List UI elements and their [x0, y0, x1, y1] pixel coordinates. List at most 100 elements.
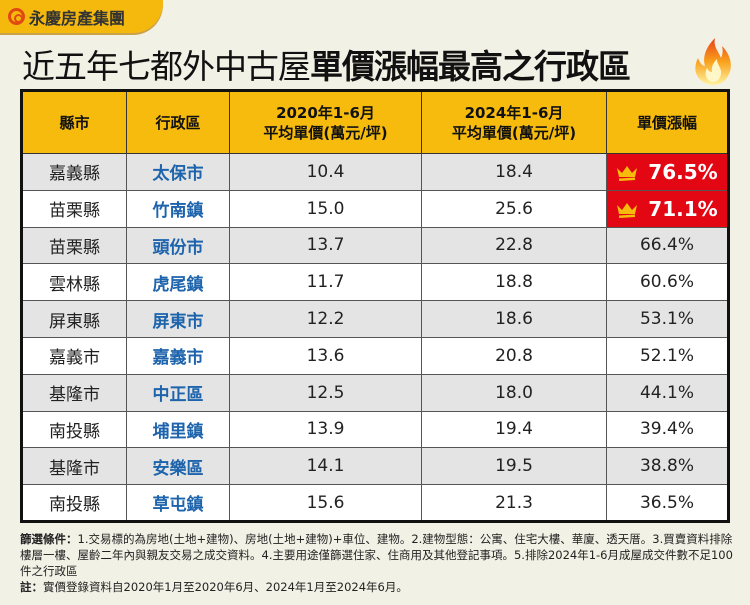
cell-district: 安樂區	[126, 447, 230, 486]
cell-district-value: 虎尾鎮	[152, 274, 204, 295]
cell-price-2020-value: 14.1	[306, 456, 345, 477]
cell-price-2020-value: 15.6	[306, 492, 345, 513]
cell-district: 埔里鎮	[126, 410, 230, 449]
cell-county: 嘉義縣	[21, 153, 127, 191]
table-row: 南投縣 草屯鎮 15.6 21.3 36.5%	[21, 484, 729, 522]
cell-price-2020-value: 12.5	[306, 382, 345, 403]
cell-rate-value: 76.5%	[648, 159, 718, 184]
crown-icon	[616, 199, 638, 218]
cell-rate: 38.8%	[606, 447, 729, 486]
cell-price-2020-value: 11.7	[306, 272, 345, 293]
cell-price-2024: 21.3	[421, 484, 607, 522]
cell-price-2020: 12.5	[229, 373, 422, 412]
cell-district-value: 屏東市	[152, 311, 204, 332]
cell-rate-value: 53.1%	[639, 309, 694, 330]
cell-district-value: 竹南鎮	[152, 201, 204, 222]
header-price-2020-unit: 平均單價(萬元/坪)	[263, 123, 388, 142]
cell-county: 苗栗縣	[21, 226, 127, 265]
cell-price-2024: 25.6	[421, 189, 607, 228]
cell-rate-value: 71.1%	[648, 196, 718, 221]
header-price-2024-period: 2024年1-6月	[464, 103, 564, 122]
price-growth-table: 縣市 行政區 2020年1-6月 平均單價(萬元/坪) 2024年1-6月 平均單價…	[20, 89, 730, 523]
cell-rate-value: 44.1%	[639, 382, 694, 403]
cell-district-value: 埔里鎮	[152, 421, 204, 442]
cell-price-2024-value: 18.0	[495, 382, 533, 403]
cell-district-value: 草屯鎮	[152, 495, 204, 516]
table-row: 基隆市 安樂區 14.1 19.5 38.8%	[21, 447, 729, 486]
cell-price-2024-value: 18.8	[495, 272, 533, 293]
cell-price-2020: 15.0	[229, 189, 422, 228]
cell-price-2024-value: 25.6	[495, 198, 533, 219]
cell-price-2020: 14.1	[229, 447, 422, 486]
cell-rate: 52.1%	[606, 336, 729, 375]
filter-label: 篩選條件：	[20, 532, 78, 546]
cell-price-2020-value: 15.0	[306, 198, 345, 219]
cell-district: 頭份市	[126, 226, 230, 265]
cell-price-2020: 13.6	[229, 336, 422, 375]
cell-price-2020: 10.4	[229, 153, 422, 191]
cell-rate: 60.6%	[606, 263, 729, 302]
table-row: 基隆市 中正區 12.5 18.0 44.1%	[21, 373, 729, 412]
brand-name: 永慶房產集團	[29, 8, 126, 28]
note-text: 實價登錄資料自2020年1月至2020年6月、2024年1月至2024年6月。	[43, 580, 408, 594]
cell-rate-value: 66.4%	[639, 235, 694, 256]
cell-price-2024-value: 20.8	[495, 345, 533, 366]
cell-price-2020: 12.2	[229, 300, 422, 338]
cell-county: 基隆市	[21, 373, 127, 412]
cell-price-2024: 18.6	[421, 300, 607, 338]
table-row: 屏東縣 屏東市 12.2 18.6 53.1%	[21, 300, 729, 338]
header-county: 縣市	[21, 90, 127, 154]
cell-district: 太保市	[126, 153, 230, 191]
cell-county-value: 南投縣	[49, 421, 100, 442]
cell-price-2020-value: 13.9	[306, 419, 345, 440]
cell-county: 苗栗縣	[21, 189, 127, 228]
cell-price-2024: 18.4	[421, 153, 607, 191]
cell-rate: 44.1%	[606, 373, 729, 412]
table-header-row: 縣市 行政區 2020年1-6月 平均單價(萬元/坪) 2024年1-6月 平均單價…	[21, 90, 729, 154]
header-price-2024: 2024年1-6月 平均單價(萬元/坪)	[421, 90, 607, 154]
cell-county: 南投縣	[21, 484, 127, 522]
cell-district-value: 太保市	[152, 164, 204, 185]
cell-county-value: 基隆市	[49, 458, 100, 479]
cell-rate-value: 60.6%	[639, 272, 694, 293]
cell-price-2024: 18.8	[421, 263, 607, 302]
cell-county-value: 嘉義市	[49, 348, 100, 369]
cell-county-value: 嘉義縣	[49, 164, 100, 185]
cell-price-2024-value: 19.5	[495, 456, 533, 477]
cell-price-2024-value: 18.6	[495, 309, 533, 330]
cell-price-2020-value: 10.4	[306, 161, 345, 182]
cell-rate-value: 39.4%	[639, 419, 694, 440]
table-row: 雲林縣 虎尾鎮 11.7 18.8 60.6%	[21, 263, 729, 302]
cell-county: 雲林縣	[21, 263, 127, 302]
cell-district: 中正區	[126, 373, 230, 412]
cell-district: 嘉義市	[126, 336, 230, 375]
footnotes: 篩選條件：1.交易標的為房地(土地+建物)、房地(土地+建物)+車位、建物。2.…	[20, 531, 735, 595]
cell-district: 草屯鎮	[126, 484, 230, 522]
cell-rate: 66.4%	[606, 226, 729, 265]
title-normal: 近五年七都外中古屋	[22, 47, 311, 86]
filter-text: 1.交易標的為房地(土地+建物)、房地(土地+建物)+車位、建物。2.建物型態：…	[20, 532, 733, 578]
title-bold: 單價漲幅最高之行政區	[310, 47, 631, 86]
cell-rate-value: 36.5%	[639, 492, 694, 513]
cell-county-value: 苗栗縣	[49, 237, 100, 258]
cell-rate-value: 52.1%	[639, 345, 694, 366]
cell-rate: 76.5%	[606, 153, 729, 191]
cell-price-2024: 19.4	[421, 410, 607, 449]
cell-rate-value: 38.8%	[639, 456, 694, 477]
cell-price-2020-value: 12.2	[306, 309, 345, 330]
header-rate: 單價漲幅	[606, 90, 729, 154]
filter-note: 篩選條件：1.交易標的為房地(土地+建物)、房地(土地+建物)+車位、建物。2.…	[20, 531, 735, 579]
table-row: 嘉義市 嘉義市 13.6 20.8 52.1%	[21, 336, 729, 375]
cell-price-2024: 22.8	[421, 226, 607, 265]
table-row: 南投縣 埔里鎮 13.9 19.4 39.4%	[21, 410, 729, 449]
cell-price-2020-value: 13.7	[306, 235, 345, 256]
cell-rate: 71.1%	[606, 189, 729, 228]
cell-county: 南投縣	[21, 410, 127, 449]
cell-price-2020: 15.6	[229, 484, 422, 522]
cell-county: 嘉義市	[21, 336, 127, 375]
cell-district: 虎尾鎮	[126, 263, 230, 302]
cell-price-2024: 18.0	[421, 373, 607, 412]
page-title: 近五年七都外中古屋單價漲幅最高之行政區	[22, 40, 631, 88]
cell-price-2020: 13.9	[229, 410, 422, 449]
source-note: 註：實價登錄資料自2020年1月至2020年6月、2024年1月至2024年6月…	[20, 579, 735, 595]
